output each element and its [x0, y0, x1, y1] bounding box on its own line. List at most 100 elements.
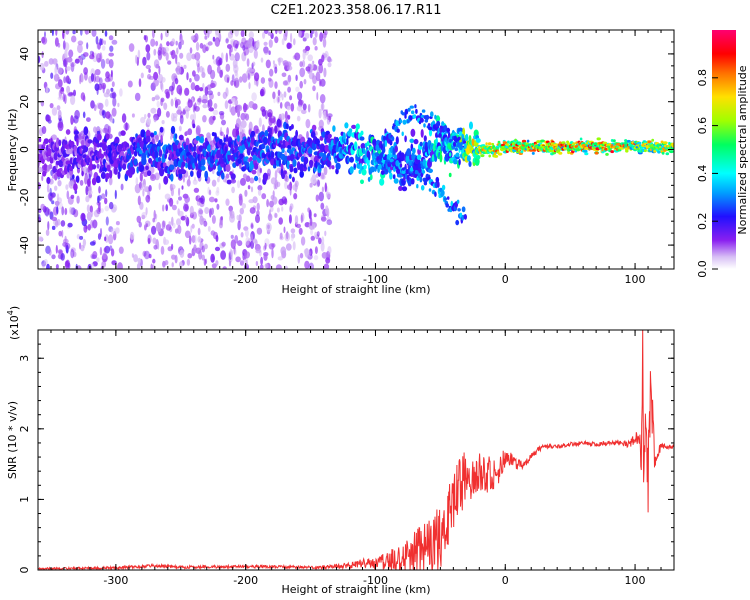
noise-blob: [145, 223, 148, 228]
band-point: [317, 140, 320, 147]
x-tick-label: -100: [363, 273, 388, 286]
band-point: [253, 162, 259, 170]
noise-blob: [145, 44, 151, 53]
noise-blob: [237, 240, 243, 247]
noise-blob: [309, 182, 313, 188]
noise-blob: [96, 87, 99, 96]
band-point: [87, 139, 93, 144]
noise-blob: [290, 228, 296, 234]
band-point: [200, 158, 206, 166]
band-point: [42, 170, 47, 177]
noise-blob: [260, 256, 263, 266]
noise-blob: [147, 237, 151, 245]
noise-blob: [245, 236, 250, 246]
y-tick-label: 20: [18, 95, 31, 109]
noise-blob: [85, 185, 89, 196]
band-point: [169, 164, 175, 171]
branch-point: [409, 105, 414, 109]
noise-blob: [315, 194, 319, 202]
noise-blob: [272, 60, 275, 65]
noise-blob: [319, 94, 326, 104]
y-tick-label: 0: [18, 146, 31, 153]
branch-point: [438, 133, 442, 138]
noise-blob: [301, 109, 307, 115]
noise-blob: [148, 68, 151, 73]
noise-blob: [55, 264, 59, 269]
noise-blob: [207, 225, 211, 232]
noise-blob: [82, 111, 86, 119]
noise-blob: [73, 115, 79, 124]
noise-blob: [251, 62, 254, 69]
noise-blob: [87, 224, 92, 231]
noise-blob: [195, 125, 201, 136]
noise-blob: [239, 207, 244, 215]
noise-blob: [77, 40, 84, 46]
noise-blob: [97, 57, 101, 63]
noise-blob: [41, 263, 46, 268]
noise-blob: [38, 55, 41, 64]
x-tick-label: 0: [502, 273, 509, 286]
noise-blob: [62, 59, 67, 68]
band-point: [200, 165, 206, 171]
noise-blob: [242, 173, 248, 179]
band-point: [521, 139, 527, 143]
band-point: [576, 147, 580, 151]
noise-blob: [290, 32, 293, 43]
noise-blob: [324, 30, 328, 36]
noise-blob: [99, 246, 103, 256]
noise-blob: [231, 186, 236, 194]
band-point: [507, 140, 510, 144]
noise-blob: [109, 245, 113, 251]
band-point: [526, 139, 530, 143]
noise-blob: [327, 246, 332, 255]
band-point: [501, 143, 506, 147]
band-point: [572, 142, 576, 146]
noise-blob: [257, 189, 262, 196]
noise-blob: [153, 116, 157, 123]
noise-blob: [212, 115, 216, 121]
noise-blob: [79, 235, 84, 240]
noise-blob: [320, 242, 325, 252]
noise-blob: [101, 82, 107, 90]
noise-blob: [327, 58, 333, 63]
noise-blob: [210, 82, 216, 89]
noise-blob: [134, 92, 141, 102]
band-point: [347, 157, 350, 163]
noise-blob: [168, 221, 172, 226]
noise-blob: [287, 86, 291, 93]
noise-blob: [84, 30, 89, 35]
noise-blob: [284, 174, 288, 182]
noise-blob: [185, 109, 189, 119]
band-point: [143, 142, 147, 150]
noise-blob: [50, 72, 54, 79]
noise-blob: [164, 193, 171, 200]
noise-blob: [194, 105, 200, 112]
noise-blob: [309, 216, 313, 227]
branch-point: [456, 141, 460, 148]
noise-blob: [104, 77, 111, 83]
branch-point: [452, 141, 457, 147]
noise-blob: [178, 196, 182, 201]
noise-blob: [248, 121, 253, 132]
band-point: [370, 174, 373, 181]
band-point: [409, 138, 415, 143]
noise-blob: [155, 134, 159, 143]
branch-point: [420, 185, 425, 191]
band-point: [292, 159, 297, 167]
noise-blob: [70, 62, 75, 73]
noise-blob: [141, 211, 147, 219]
noise-blob: [178, 187, 181, 197]
noise-blob: [303, 78, 307, 85]
noise-blob: [60, 87, 64, 92]
noise-blob: [183, 202, 189, 208]
band-point: [287, 144, 292, 150]
snr-y-axis-label: SNR (10 * v/v): [6, 401, 19, 479]
noise-blob: [171, 254, 176, 260]
band-point: [488, 154, 492, 158]
noise-blob: [262, 124, 265, 134]
noise-blob: [310, 176, 317, 185]
noise-blob: [165, 204, 168, 212]
band-point: [344, 122, 349, 129]
band-point: [109, 169, 113, 179]
noise-blob: [280, 246, 287, 256]
